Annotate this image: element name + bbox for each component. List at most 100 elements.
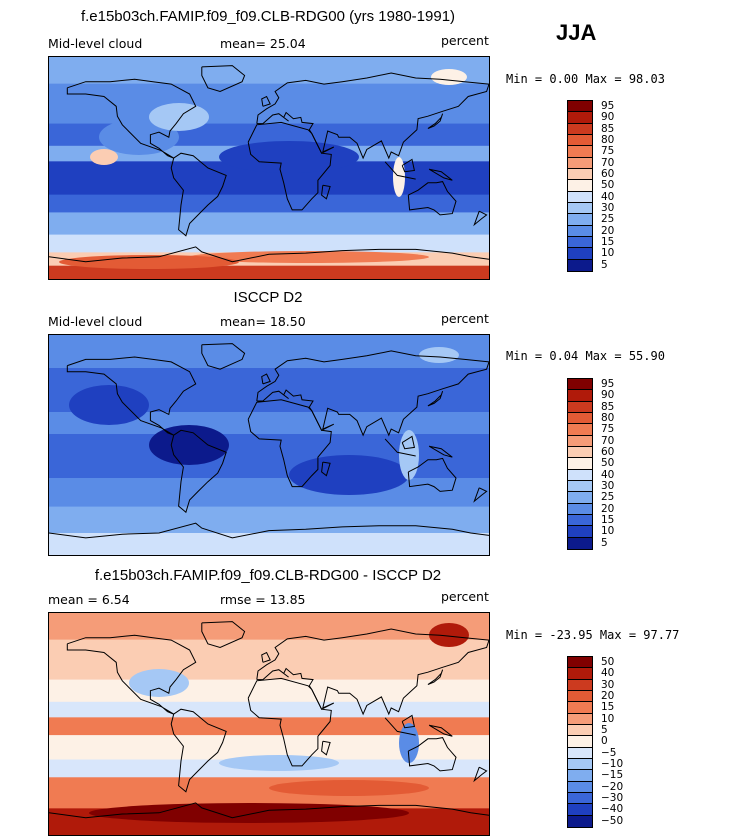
panel-3-rmse-label: rmse = 13.85 xyxy=(220,592,306,607)
panel-1-colorbar-tick-label: 80 xyxy=(601,134,615,146)
panel-3-colorbar-swatch xyxy=(568,758,592,771)
panel-2-colorbar-swatch xyxy=(568,492,592,504)
panel-3-colorbar-tick-label: 15 xyxy=(601,701,615,714)
panel-3-colorbar-tick-label: 40 xyxy=(601,667,615,680)
panel-2-map xyxy=(48,334,490,556)
panel-1-title: f.e15b03ch.FAMIP.f09_f09.CLB-RDG00 (yrs … xyxy=(80,8,456,25)
panel-1-map xyxy=(48,56,490,280)
panel-2-map-plot xyxy=(49,335,489,555)
panel-3-colorbar-tick-label: 5 xyxy=(601,724,608,736)
panel-3-colorbar-tick-label: −15 xyxy=(601,769,624,782)
panel-1-colorbar-swatch xyxy=(568,202,592,215)
panel-2-colorbar-tick-label: 10 xyxy=(601,525,615,538)
panel-2-colorbar-swatch xyxy=(568,537,592,549)
panel-1-colorbar-swatch xyxy=(568,168,592,181)
panel-3-colorbar-tick-label: −30 xyxy=(601,792,624,804)
panel-1-variable-label: Mid-level cloud xyxy=(48,36,143,51)
panel-3-colorbar-swatch xyxy=(568,781,592,793)
panel-2-variable-label: Mid-level cloud xyxy=(48,314,143,329)
panel-2-colorbar-swatch xyxy=(568,435,592,447)
panel-2-colorbar xyxy=(567,378,593,550)
panel-1-colorbar-tick-label: 40 xyxy=(601,190,615,203)
panel-2-colorbar-swatch xyxy=(568,379,592,391)
panel-3-colorbar xyxy=(567,656,593,828)
panel-1-mean-label: mean= 25.04 xyxy=(220,36,306,51)
panel-3-colorbar-tick-label: −10 xyxy=(601,758,624,770)
panel-1-colorbar-tick-label: 90 xyxy=(601,111,615,124)
panel-1-colorbar-tick-label: 30 xyxy=(601,202,615,214)
panel-2-colorbar-tick-label: 25 xyxy=(601,491,615,504)
panel-3-title: f.e15b03ch.FAMIP.f09_f09.CLB-RDG00 - ISC… xyxy=(94,567,442,584)
panel-3-colorbar-labels: 50 40 30 20 15 10 5 0 −5 −10 −15 −20 −30 −40 −50 xyxy=(601,656,641,828)
panel-2-colorbar-swatch xyxy=(568,390,592,402)
panel-3-mean-label: mean = 6.54 xyxy=(48,592,130,607)
panel-3-map-plot xyxy=(49,613,489,835)
panel-2-colorbar-swatch xyxy=(568,446,592,459)
panel-3-colorbar-swatch xyxy=(568,679,592,691)
panel-3-colorbar-tick-label: 50 xyxy=(601,656,615,668)
panel-1-units-label: percent xyxy=(441,33,489,48)
panel-3-colorbar-tick-label: −40 xyxy=(601,803,624,816)
panel-2-colorbar-swatch xyxy=(568,412,592,425)
panel-1-colorbar-tick-label: 20 xyxy=(601,224,615,237)
panel-2-colorbar-tick-label: 40 xyxy=(601,468,615,481)
panel-1-colorbar-swatch xyxy=(568,248,592,260)
panel-1-colorbar-labels: 95 90 85 80 75 70 60 50 40 30 25 20 15 10 5 xyxy=(601,100,641,272)
panel-2-colorbar-tick-label: 80 xyxy=(601,412,615,424)
panel-2-colorbar-swatch xyxy=(568,469,592,481)
panel-2-colorbar-swatch xyxy=(568,480,592,493)
panel-3-colorbar-swatch xyxy=(568,668,592,680)
panel-3-colorbar-swatch xyxy=(568,736,592,748)
panel-2-colorbar-swatch xyxy=(568,401,592,413)
panel-2-colorbar-labels: 95 90 85 80 75 70 60 50 40 30 25 20 15 10 5 xyxy=(601,378,641,550)
panel-3-colorbar-swatch xyxy=(568,815,592,827)
panel-1-colorbar-swatch xyxy=(568,146,592,158)
panel-1-colorbar-tick-label: 50 xyxy=(601,179,615,192)
panel-2-colorbar-tick-label: 20 xyxy=(601,502,615,515)
panel-2-colorbar-tick-label: 90 xyxy=(601,389,615,402)
panel-3-colorbar-tick-label: 0 xyxy=(601,735,608,748)
panel-1-colorbar-tick-label: 60 xyxy=(601,168,615,180)
panel-2-colorbar-swatch xyxy=(568,424,592,436)
panel-1-colorbar-swatch xyxy=(568,180,592,192)
panel-3-colorbar-tick-label: 30 xyxy=(601,678,615,691)
panel-3-colorbar-tick-label: 10 xyxy=(601,712,615,725)
panel-3-colorbar-swatch xyxy=(568,747,592,759)
panel-2-units-label: percent xyxy=(441,311,489,326)
panel-1-colorbar-tick-label: 75 xyxy=(601,145,615,158)
panel-2-colorbar-swatch xyxy=(568,526,592,538)
panel-1-colorbar-swatch xyxy=(568,225,592,237)
panel-3-colorbar-swatch xyxy=(568,713,592,725)
panel-2-colorbar-tick-label: 95 xyxy=(601,378,615,390)
panel-2-colorbar-swatch xyxy=(568,458,592,470)
panel-1-colorbar-tick-label: 10 xyxy=(601,247,615,260)
panel-3-colorbar-tick-label: −20 xyxy=(601,780,624,793)
panel-2-colorbar-tick-label: 30 xyxy=(601,480,615,492)
panel-2-colorbar-tick-label: 70 xyxy=(601,434,615,447)
panel-1-map-plot xyxy=(49,57,489,279)
panel-1-colorbar-swatch xyxy=(568,236,592,249)
season-label: JJA xyxy=(556,20,597,45)
panel-1-colorbar-swatch xyxy=(568,157,592,169)
panel-1-colorbar-tick-label: 95 xyxy=(601,100,615,112)
panel-3-colorbar-swatch xyxy=(568,702,592,714)
panel-3-colorbar-swatch xyxy=(568,804,592,816)
panel-1-colorbar-swatch xyxy=(568,123,592,135)
panel-2-colorbar-tick-label: 5 xyxy=(601,536,608,549)
panel-1-colorbar-tick-label: 70 xyxy=(601,156,615,169)
panel-3-colorbar-tick-label: 20 xyxy=(601,690,615,702)
panel-2-colorbar-swatch xyxy=(568,514,592,527)
panel-2-minmax: Min = 0.04 Max = 55.90 xyxy=(506,349,665,363)
panel-1-colorbar-tick-label: 25 xyxy=(601,213,615,226)
panel-2-colorbar-tick-label: 85 xyxy=(601,400,615,413)
panel-2-colorbar-tick-label: 15 xyxy=(601,514,615,526)
panel-1-colorbar-swatch xyxy=(568,134,592,147)
panel-3-colorbar-swatch xyxy=(568,690,592,703)
panel-1-minmax: Min = 0.00 Max = 98.03 xyxy=(506,72,665,86)
panel-1-colorbar-swatch xyxy=(568,214,592,226)
panel-3-minmax: Min = -23.95 Max = 97.77 xyxy=(506,628,680,642)
panel-1-colorbar-swatch xyxy=(568,112,592,124)
panel-3-units-label: percent xyxy=(441,589,489,604)
panel-1-colorbar xyxy=(567,100,593,272)
panel-3-map xyxy=(48,612,490,836)
